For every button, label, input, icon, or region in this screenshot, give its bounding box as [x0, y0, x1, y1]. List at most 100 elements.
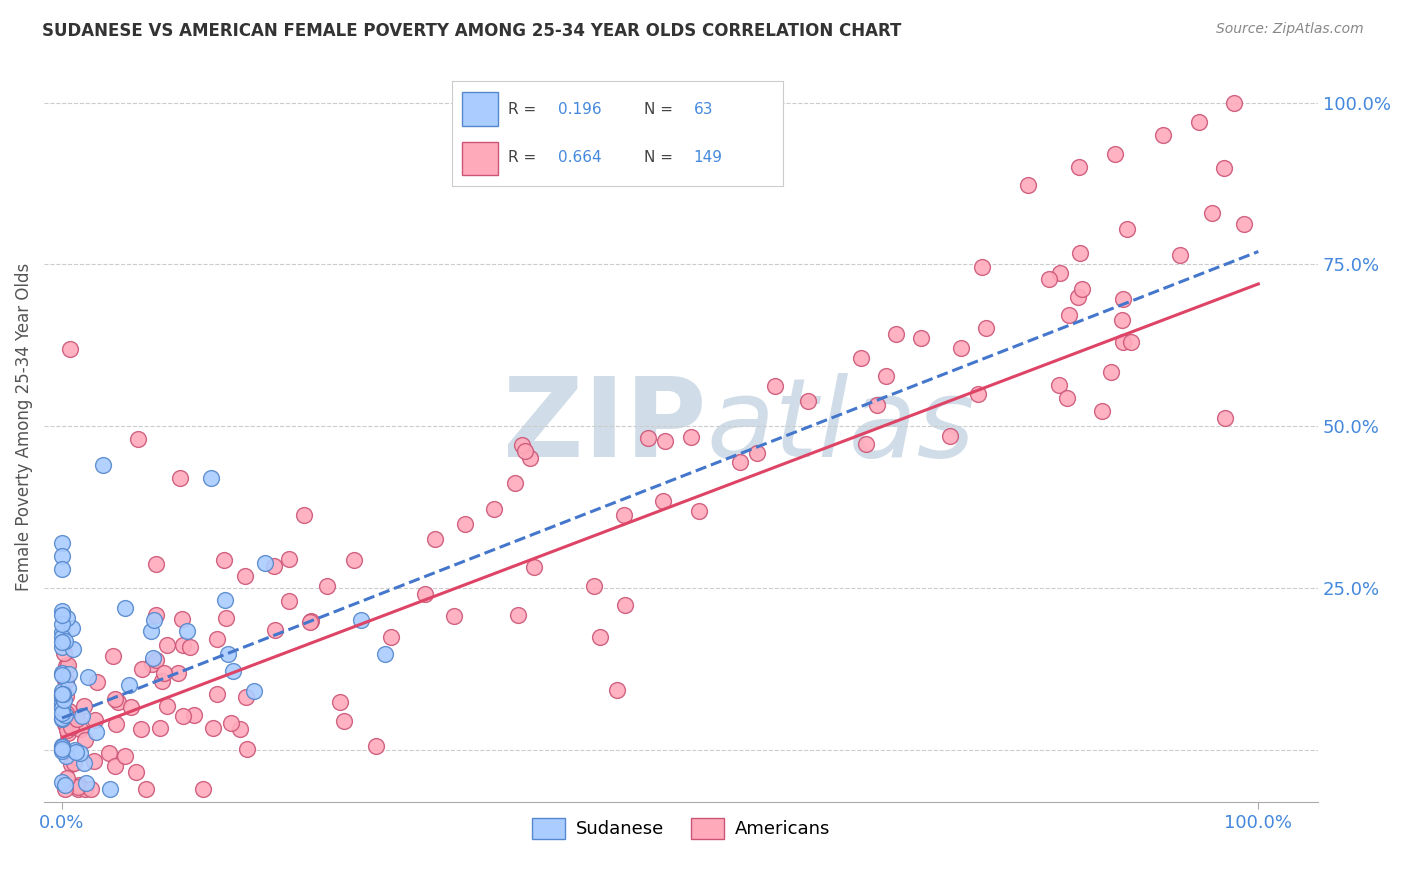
- Point: [1168, 248, 1191, 262]
- Point: [350, 613, 373, 627]
- Point: [278, 593, 301, 607]
- Point: [523, 560, 546, 574]
- Point: [443, 609, 465, 624]
- Point: [156, 699, 179, 714]
- Point: [51, 607, 73, 622]
- Point: [51, 706, 73, 721]
- Point: [637, 431, 659, 445]
- Point: [59, 720, 82, 734]
- Point: [53, 778, 76, 792]
- Point: [1091, 404, 1114, 418]
- Point: [613, 508, 636, 522]
- Point: [172, 638, 194, 652]
- Point: [938, 429, 960, 443]
- Point: [62, 756, 84, 770]
- Point: [254, 556, 277, 570]
- Point: [292, 508, 315, 522]
- Point: [855, 437, 877, 451]
- Point: [1111, 313, 1133, 327]
- Point: [51, 698, 73, 713]
- Point: [51, 687, 73, 701]
- Point: [1038, 271, 1060, 285]
- Point: [107, 695, 129, 709]
- Point: [53, 708, 76, 723]
- Point: [103, 691, 125, 706]
- Point: [73, 782, 96, 797]
- Point: [1223, 95, 1246, 110]
- Point: [1017, 178, 1039, 192]
- Point: [63, 709, 86, 723]
- Point: [1056, 391, 1078, 405]
- Point: [1111, 292, 1133, 306]
- Point: [69, 746, 91, 760]
- Point: [221, 716, 243, 731]
- Point: [233, 568, 256, 582]
- Point: [763, 379, 786, 393]
- Point: [176, 624, 198, 639]
- Point: [114, 600, 136, 615]
- Point: [53, 707, 76, 722]
- Point: [797, 394, 820, 409]
- Point: [589, 630, 612, 644]
- Point: [212, 553, 235, 567]
- Point: [62, 641, 84, 656]
- Point: [118, 678, 141, 692]
- Point: [866, 398, 889, 412]
- Point: [972, 260, 994, 274]
- Point: [51, 739, 73, 754]
- Text: Source: ZipAtlas.com: Source: ZipAtlas.com: [1216, 22, 1364, 37]
- Point: [145, 558, 167, 572]
- Point: [67, 778, 90, 792]
- Point: [51, 689, 73, 703]
- Point: [52, 693, 75, 707]
- Point: [214, 593, 236, 607]
- Text: ZIP: ZIP: [503, 373, 707, 480]
- Point: [97, 746, 120, 760]
- Point: [614, 598, 637, 612]
- Point: [98, 782, 121, 797]
- Point: [51, 668, 73, 682]
- Point: [167, 665, 190, 680]
- Point: [149, 721, 172, 735]
- Point: [53, 673, 76, 687]
- Point: [1152, 128, 1174, 142]
- Point: [67, 780, 90, 794]
- Point: [423, 532, 446, 546]
- Point: [51, 666, 73, 681]
- Point: [55, 659, 77, 673]
- Point: [910, 331, 932, 345]
- Point: [73, 733, 96, 747]
- Point: [56, 723, 79, 737]
- Point: [51, 683, 73, 698]
- Point: [75, 776, 97, 790]
- Point: [141, 624, 163, 639]
- Point: [51, 701, 73, 715]
- Point: [1099, 365, 1122, 379]
- Point: [51, 630, 73, 644]
- Point: [582, 579, 605, 593]
- Point: [730, 455, 752, 469]
- Point: [747, 446, 769, 460]
- Point: [55, 689, 77, 703]
- Point: [1049, 266, 1071, 280]
- Point: [299, 614, 322, 628]
- Point: [145, 652, 167, 666]
- Point: [193, 782, 215, 797]
- Point: [236, 742, 259, 756]
- Point: [510, 438, 533, 452]
- Point: [56, 681, 79, 695]
- Point: [56, 772, 79, 786]
- Point: [114, 748, 136, 763]
- Point: [519, 450, 541, 465]
- Point: [1069, 245, 1091, 260]
- Point: [1067, 290, 1090, 304]
- Point: [91, 458, 114, 473]
- Point: [104, 759, 127, 773]
- Legend: Sudanese, Americans: Sudanese, Americans: [526, 811, 837, 846]
- Point: [1116, 221, 1139, 235]
- Point: [51, 536, 73, 550]
- Point: [129, 722, 152, 736]
- Point: [135, 782, 157, 797]
- Point: [413, 586, 436, 600]
- Point: [263, 558, 285, 573]
